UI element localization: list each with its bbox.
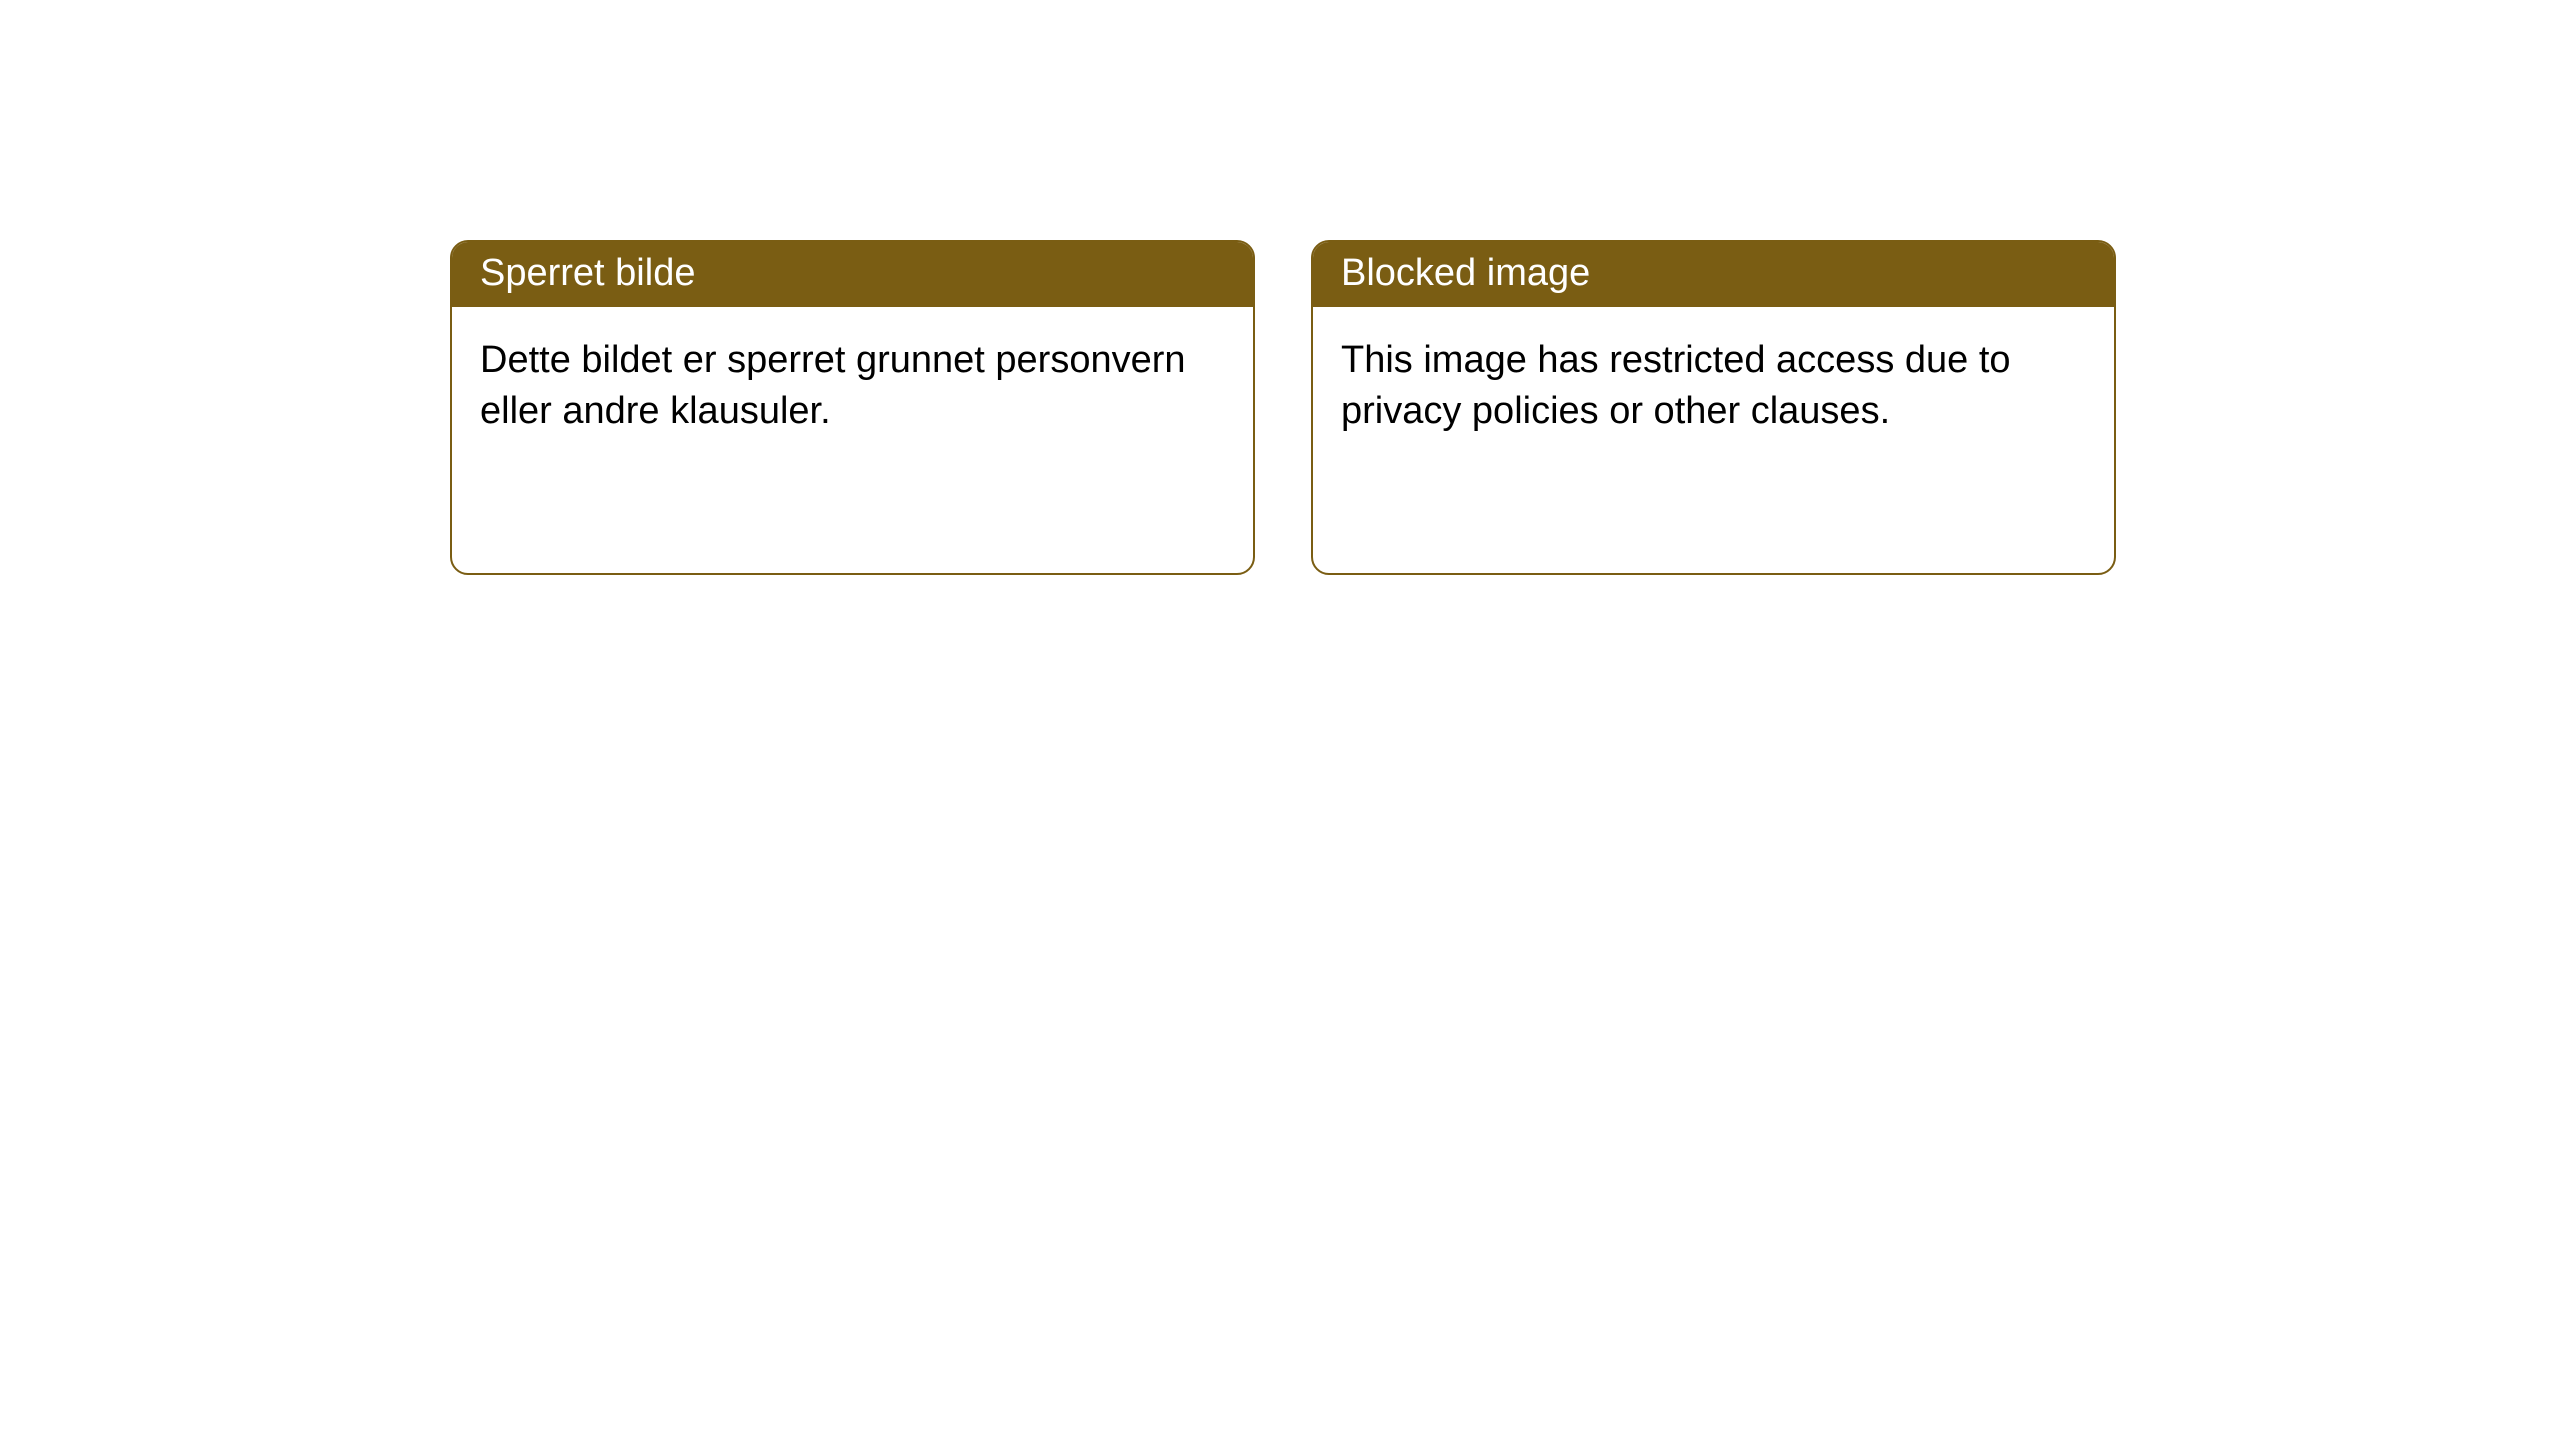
notice-card-no: Sperret bilde Dette bildet er sperret gr… (450, 240, 1255, 575)
notice-header-en: Blocked image (1313, 242, 2114, 307)
notice-card-en: Blocked image This image has restricted … (1311, 240, 2116, 575)
notice-body-no: Dette bildet er sperret grunnet personve… (452, 307, 1253, 466)
notice-header-no: Sperret bilde (452, 242, 1253, 307)
notice-container: Sperret bilde Dette bildet er sperret gr… (0, 0, 2560, 575)
notice-body-en: This image has restricted access due to … (1313, 307, 2114, 466)
